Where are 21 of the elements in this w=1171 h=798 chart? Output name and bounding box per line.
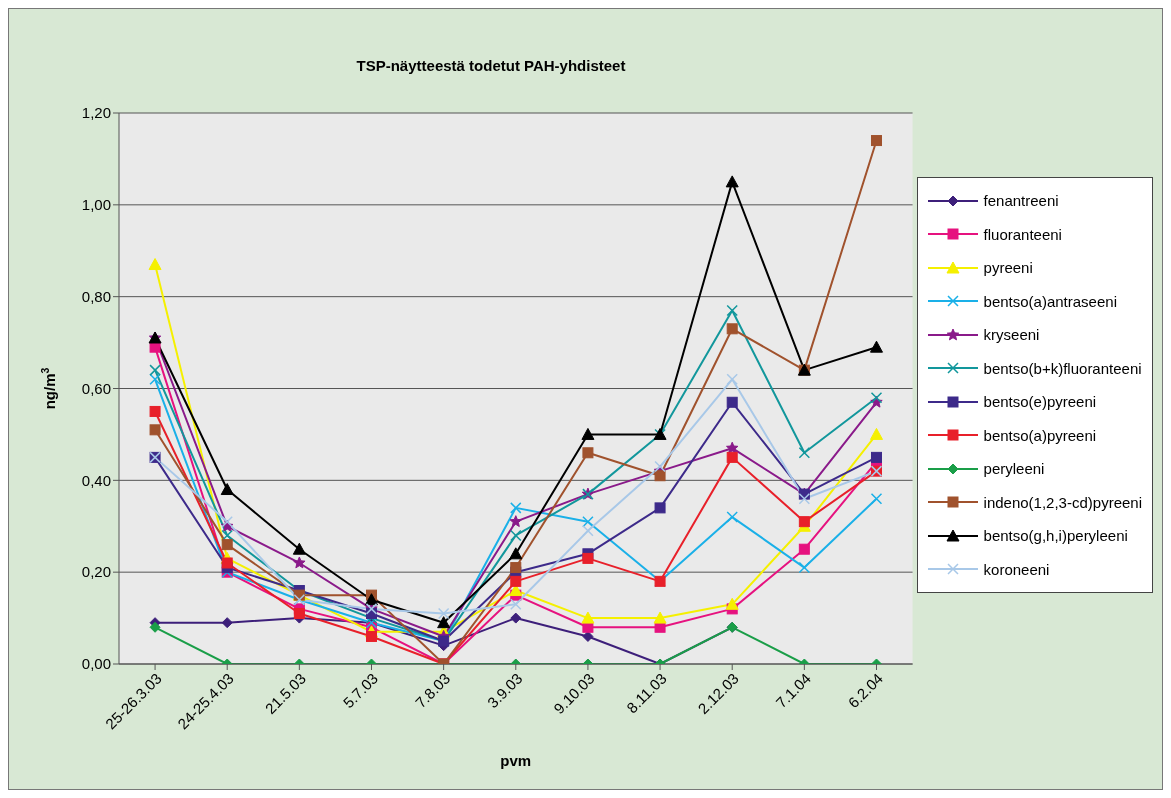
legend-label: bentso(b+k)fluoranteeni — [983, 359, 1142, 377]
legend-label: peryleeni — [983, 460, 1045, 478]
legend-label: indeno(1,2,3-cd)pyreeni — [983, 493, 1142, 511]
legend-label: kryseeni — [983, 326, 1040, 344]
y-tick-label: 1,00 — [81, 196, 111, 214]
legend-label: bentso(g,h,i)peryleeni — [983, 527, 1128, 545]
y-tick-label: 1,20 — [81, 104, 111, 122]
legend-label: pyreeni — [983, 259, 1033, 277]
y-tick-label: 0,00 — [81, 655, 111, 673]
legend-label: bentso(a)pyreeni — [983, 426, 1097, 444]
legend-label: koroneeni — [983, 560, 1050, 578]
legend-label: fluoranteeni — [983, 225, 1062, 243]
y-tick-label: 0,80 — [81, 287, 111, 305]
chart-title: TSP-näytteestä todetut PAH-yhdisteet — [355, 57, 627, 74]
y-tick-label: 0,60 — [81, 379, 111, 397]
x-axis-title: pvm — [500, 752, 532, 769]
legend-label: fenantreeni — [983, 192, 1059, 210]
y-tick-label: 0,20 — [81, 563, 111, 581]
y-tick-label: 0,40 — [81, 471, 111, 489]
legend-label: bentso(e)pyreeni — [983, 393, 1097, 411]
legend-label: bentso(a)antraseeni — [983, 292, 1117, 310]
